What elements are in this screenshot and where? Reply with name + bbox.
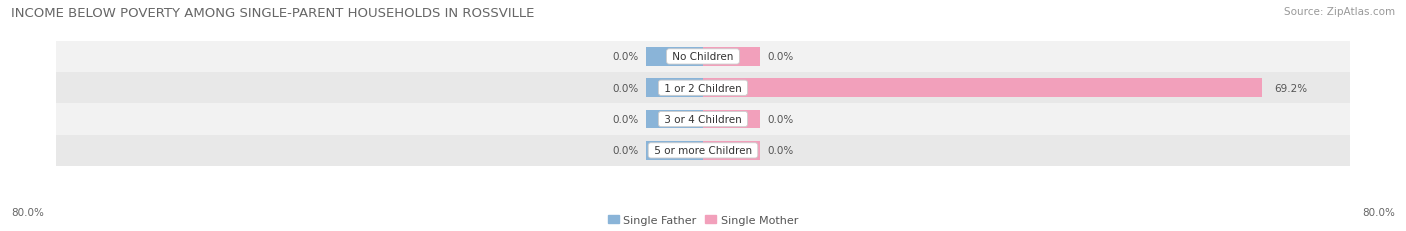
Text: INCOME BELOW POVERTY AMONG SINGLE-PARENT HOUSEHOLDS IN ROSSVILLE: INCOME BELOW POVERTY AMONG SINGLE-PARENT… [11, 7, 534, 20]
Text: 80.0%: 80.0% [11, 207, 44, 217]
Text: Source: ZipAtlas.com: Source: ZipAtlas.com [1284, 7, 1395, 17]
Text: 3 or 4 Children: 3 or 4 Children [661, 115, 745, 125]
Bar [56, 104, 1350, 135]
Bar [56, 73, 1350, 104]
Bar [647, 79, 703, 98]
Text: 0.0%: 0.0% [768, 146, 794, 156]
Text: 5 or more Children: 5 or more Children [651, 146, 755, 156]
Bar [56, 135, 1350, 166]
Legend: Single Father, Single Mother: Single Father, Single Mother [603, 210, 803, 229]
Text: 1 or 2 Children: 1 or 2 Children [661, 83, 745, 93]
Bar [703, 110, 759, 129]
Text: 0.0%: 0.0% [612, 115, 638, 125]
Text: 0.0%: 0.0% [612, 146, 638, 156]
Bar [703, 141, 759, 160]
Text: 0.0%: 0.0% [768, 115, 794, 125]
Text: 0.0%: 0.0% [612, 52, 638, 62]
Text: 0.0%: 0.0% [768, 52, 794, 62]
Bar [703, 79, 1263, 98]
Bar [647, 48, 703, 67]
Text: No Children: No Children [669, 52, 737, 62]
Bar [703, 48, 759, 67]
Bar [56, 42, 1350, 73]
Text: 0.0%: 0.0% [612, 83, 638, 93]
Bar [647, 141, 703, 160]
Bar [647, 110, 703, 129]
Text: 80.0%: 80.0% [1362, 207, 1395, 217]
Text: 69.2%: 69.2% [1275, 83, 1308, 93]
